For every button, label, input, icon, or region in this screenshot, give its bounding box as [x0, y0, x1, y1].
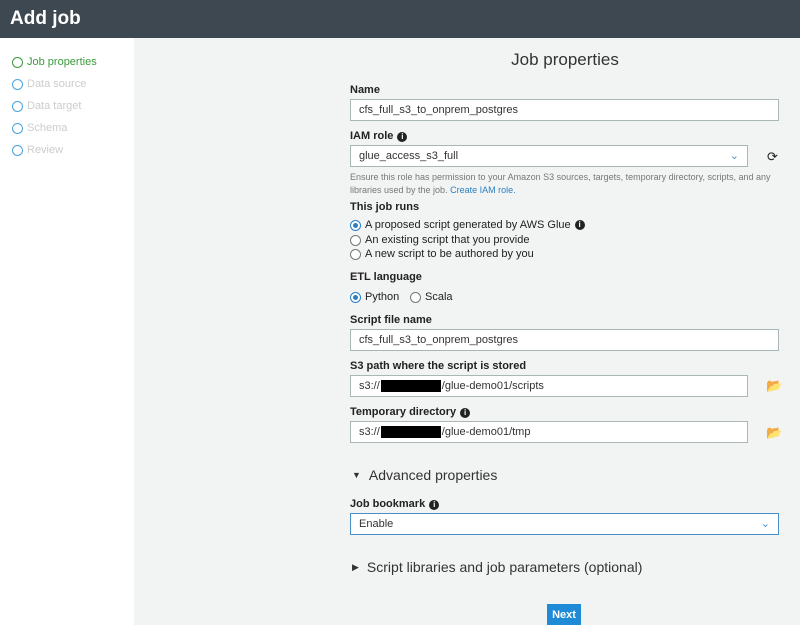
- temp-dir-label-text: Temporary directory: [350, 406, 457, 418]
- advanced-properties-toggle[interactable]: ▼ Advanced properties: [352, 467, 497, 483]
- caret-right-icon: ▶: [352, 561, 359, 572]
- refresh-icon[interactable]: ⟳: [767, 149, 778, 164]
- iam-help-text: Ensure this role has permission to your …: [350, 171, 780, 197]
- step-circle-icon: [12, 56, 23, 68]
- temp-dir-input[interactable]: s3:// /glue-demo01/tmp: [350, 421, 748, 443]
- step-circle-icon: [12, 100, 23, 112]
- iam-role-value: glue_access_s3_full: [359, 150, 459, 162]
- radio-existing-script[interactable]: An existing script that you provide: [350, 234, 529, 246]
- step-label: Data target: [27, 100, 82, 112]
- iam-role-label-text: IAM role: [350, 130, 394, 142]
- s3-suffix: /glue-demo01/tmp: [441, 426, 531, 438]
- job-runs-label: This job runs: [350, 201, 420, 213]
- step-label: Schema: [27, 122, 68, 134]
- chevron-down-icon: ⌄: [729, 150, 739, 162]
- radio-unselected: [350, 234, 361, 246]
- step-review[interactable]: Review: [12, 144, 63, 156]
- etl-language-label: ETL language: [350, 271, 422, 283]
- radio-label: An existing script that you provide: [365, 234, 530, 246]
- step-label: Review: [27, 144, 64, 156]
- job-bookmark-label: Job bookmark i: [350, 498, 440, 510]
- radio-label: A proposed script generated by AWS Glue: [365, 219, 571, 231]
- radio-unselected: [350, 248, 361, 260]
- redacted-bucket: [380, 380, 441, 392]
- step-data-source[interactable]: Data source: [12, 78, 86, 90]
- job-bookmark-label-text: Job bookmark: [350, 498, 426, 510]
- radio-label: A new script to be authored by you: [365, 248, 534, 260]
- step-circle-icon: [12, 122, 23, 134]
- section-label: Script libraries and job parameters (opt…: [366, 559, 643, 575]
- radio-python[interactable]: Python: [350, 291, 399, 303]
- radio-new-script[interactable]: A new script to be authored by you: [350, 248, 534, 260]
- script-file-name-label: Script file name: [350, 314, 432, 326]
- s3-path-label: S3 path where the script is stored: [350, 360, 527, 372]
- name-input[interactable]: cfs_full_s3_to_onprem_postgres: [350, 99, 779, 121]
- s3-prefix: s3://: [359, 380, 380, 392]
- chevron-down-icon: ⌄: [760, 518, 770, 530]
- script-file-name-input[interactable]: cfs_full_s3_to_onprem_postgres: [350, 329, 779, 351]
- iam-role-label: IAM role i: [350, 130, 408, 142]
- radio-selected: [350, 291, 361, 303]
- s3-suffix: /glue-demo01/scripts: [441, 380, 544, 392]
- step-label: Data source: [27, 78, 87, 90]
- folder-open-icon[interactable]: 📂: [766, 425, 783, 440]
- info-icon[interactable]: i: [397, 132, 408, 142]
- iam-role-select[interactable]: glue_access_s3_full ⌄: [350, 145, 748, 167]
- step-label: Job properties: [27, 56, 97, 68]
- job-bookmark-select[interactable]: Enable ⌄: [350, 513, 779, 535]
- radio-label: Scala: [425, 291, 453, 303]
- step-job-properties[interactable]: Job properties: [12, 56, 97, 68]
- step-circle-icon: [12, 144, 23, 156]
- caret-down-icon: ▼: [352, 470, 361, 480]
- wizard-steps: Job properties Data source Data target S…: [0, 38, 134, 625]
- info-icon[interactable]: i: [429, 500, 440, 510]
- info-icon[interactable]: i: [460, 408, 471, 418]
- redacted-bucket: [380, 426, 441, 438]
- section-label: Advanced properties: [368, 467, 498, 483]
- temp-dir-label: Temporary directory i: [350, 406, 471, 418]
- job-bookmark-value: Enable: [359, 518, 394, 530]
- script-libraries-toggle[interactable]: ▶ Script libraries and job parameters (op…: [352, 559, 642, 575]
- page-header: Add job: [0, 0, 800, 38]
- s3-prefix: s3://: [359, 426, 380, 438]
- radio-unselected: [410, 291, 421, 303]
- radio-proposed-script[interactable]: A proposed script generated by AWS Glue i: [350, 219, 585, 231]
- radio-scala[interactable]: Scala: [410, 291, 453, 303]
- radio-selected: [350, 219, 361, 231]
- next-button[interactable]: Next: [547, 604, 581, 625]
- step-schema[interactable]: Schema: [12, 122, 67, 134]
- step-data-target[interactable]: Data target: [12, 100, 81, 112]
- create-iam-role-link[interactable]: Create IAM role.: [450, 185, 516, 195]
- form-title: Job properties: [511, 50, 619, 69]
- step-circle-icon: [12, 78, 23, 90]
- folder-open-icon[interactable]: 📂: [766, 378, 783, 393]
- s3-path-input[interactable]: s3:// /glue-demo01/scripts: [350, 375, 748, 397]
- name-label: Name: [350, 84, 380, 96]
- radio-label: Python: [365, 291, 400, 303]
- iam-help: Ensure this role has permission to your …: [350, 172, 771, 195]
- info-icon[interactable]: i: [574, 220, 585, 230]
